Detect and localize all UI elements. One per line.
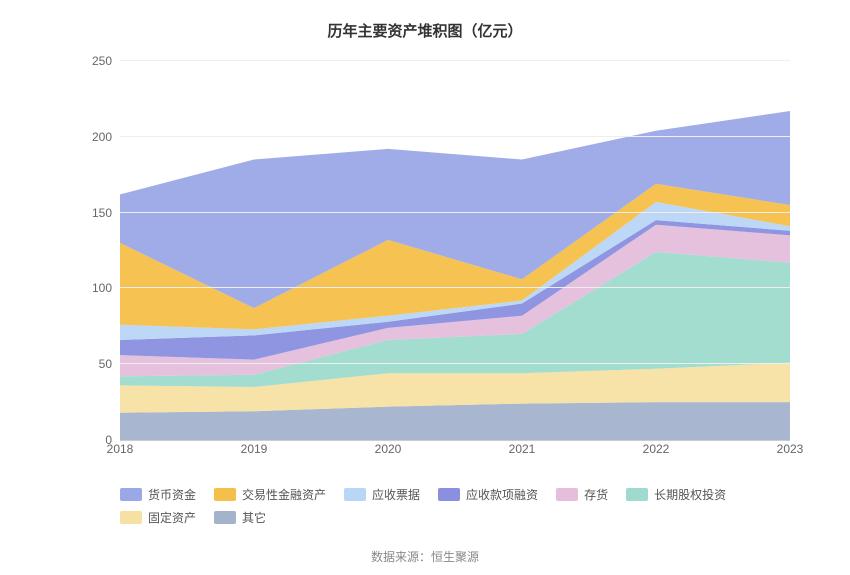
x-tick-label: 2023	[777, 442, 804, 456]
chart-title: 历年主要资产堆积图（亿元）	[30, 20, 820, 41]
x-tick-label: 2019	[241, 442, 268, 456]
legend-swatch	[120, 488, 142, 501]
legend-item[interactable]: 固定资产	[120, 509, 196, 526]
x-axis: 201820192020202120222023	[120, 442, 790, 462]
y-gridline	[120, 136, 790, 137]
y-tick-label: 150	[92, 206, 112, 220]
legend-swatch	[214, 488, 236, 501]
x-tick-label: 2021	[509, 442, 536, 456]
legend-label: 其它	[242, 509, 266, 526]
legend-label: 长期股权投资	[654, 486, 726, 503]
legend-item[interactable]: 应收票据	[344, 486, 420, 503]
legend-swatch	[344, 488, 366, 501]
legend-label: 货币资金	[148, 486, 196, 503]
legend-label: 固定资产	[148, 509, 196, 526]
legend: 货币资金 交易性金融资产 应收票据 应收款项融资 存货 长期股权投资固定资产 其它	[120, 486, 790, 526]
y-tick-label: 200	[92, 130, 112, 144]
y-gridline	[120, 363, 790, 364]
legend-swatch	[120, 511, 142, 524]
y-tick-label: 50	[99, 357, 112, 371]
y-axis: 050100150200250	[80, 61, 120, 440]
chart-container: 历年主要资产堆积图（亿元） 050100150200250 2018201920…	[0, 0, 850, 575]
legend-item[interactable]: 交易性金融资产	[214, 486, 326, 503]
legend-swatch	[556, 488, 578, 501]
legend-swatch	[214, 511, 236, 524]
legend-label: 交易性金融资产	[242, 486, 326, 503]
legend-swatch	[626, 488, 648, 501]
x-tick-label: 2022	[643, 442, 670, 456]
y-gridline	[120, 60, 790, 61]
legend-swatch	[438, 488, 460, 501]
x-tick-label: 2018	[107, 442, 134, 456]
data-source-label: 数据来源：恒生聚源	[30, 548, 820, 565]
y-tick-label: 250	[92, 54, 112, 68]
y-gridline	[120, 212, 790, 213]
legend-label: 存货	[584, 486, 608, 503]
legend-item[interactable]: 应收款项融资	[438, 486, 538, 503]
legend-label: 应收款项融资	[466, 486, 538, 503]
legend-label: 应收票据	[372, 486, 420, 503]
legend-item[interactable]: 长期股权投资	[626, 486, 726, 503]
legend-item[interactable]: 其它	[214, 509, 266, 526]
y-tick-label: 100	[92, 281, 112, 295]
stacked-area-svg	[120, 61, 790, 440]
x-tick-label: 2020	[375, 442, 402, 456]
plot-area: 050100150200250 201820192020202120222023	[120, 61, 790, 441]
legend-item[interactable]: 存货	[556, 486, 608, 503]
y-gridline	[120, 287, 790, 288]
legend-item[interactable]: 货币资金	[120, 486, 196, 503]
